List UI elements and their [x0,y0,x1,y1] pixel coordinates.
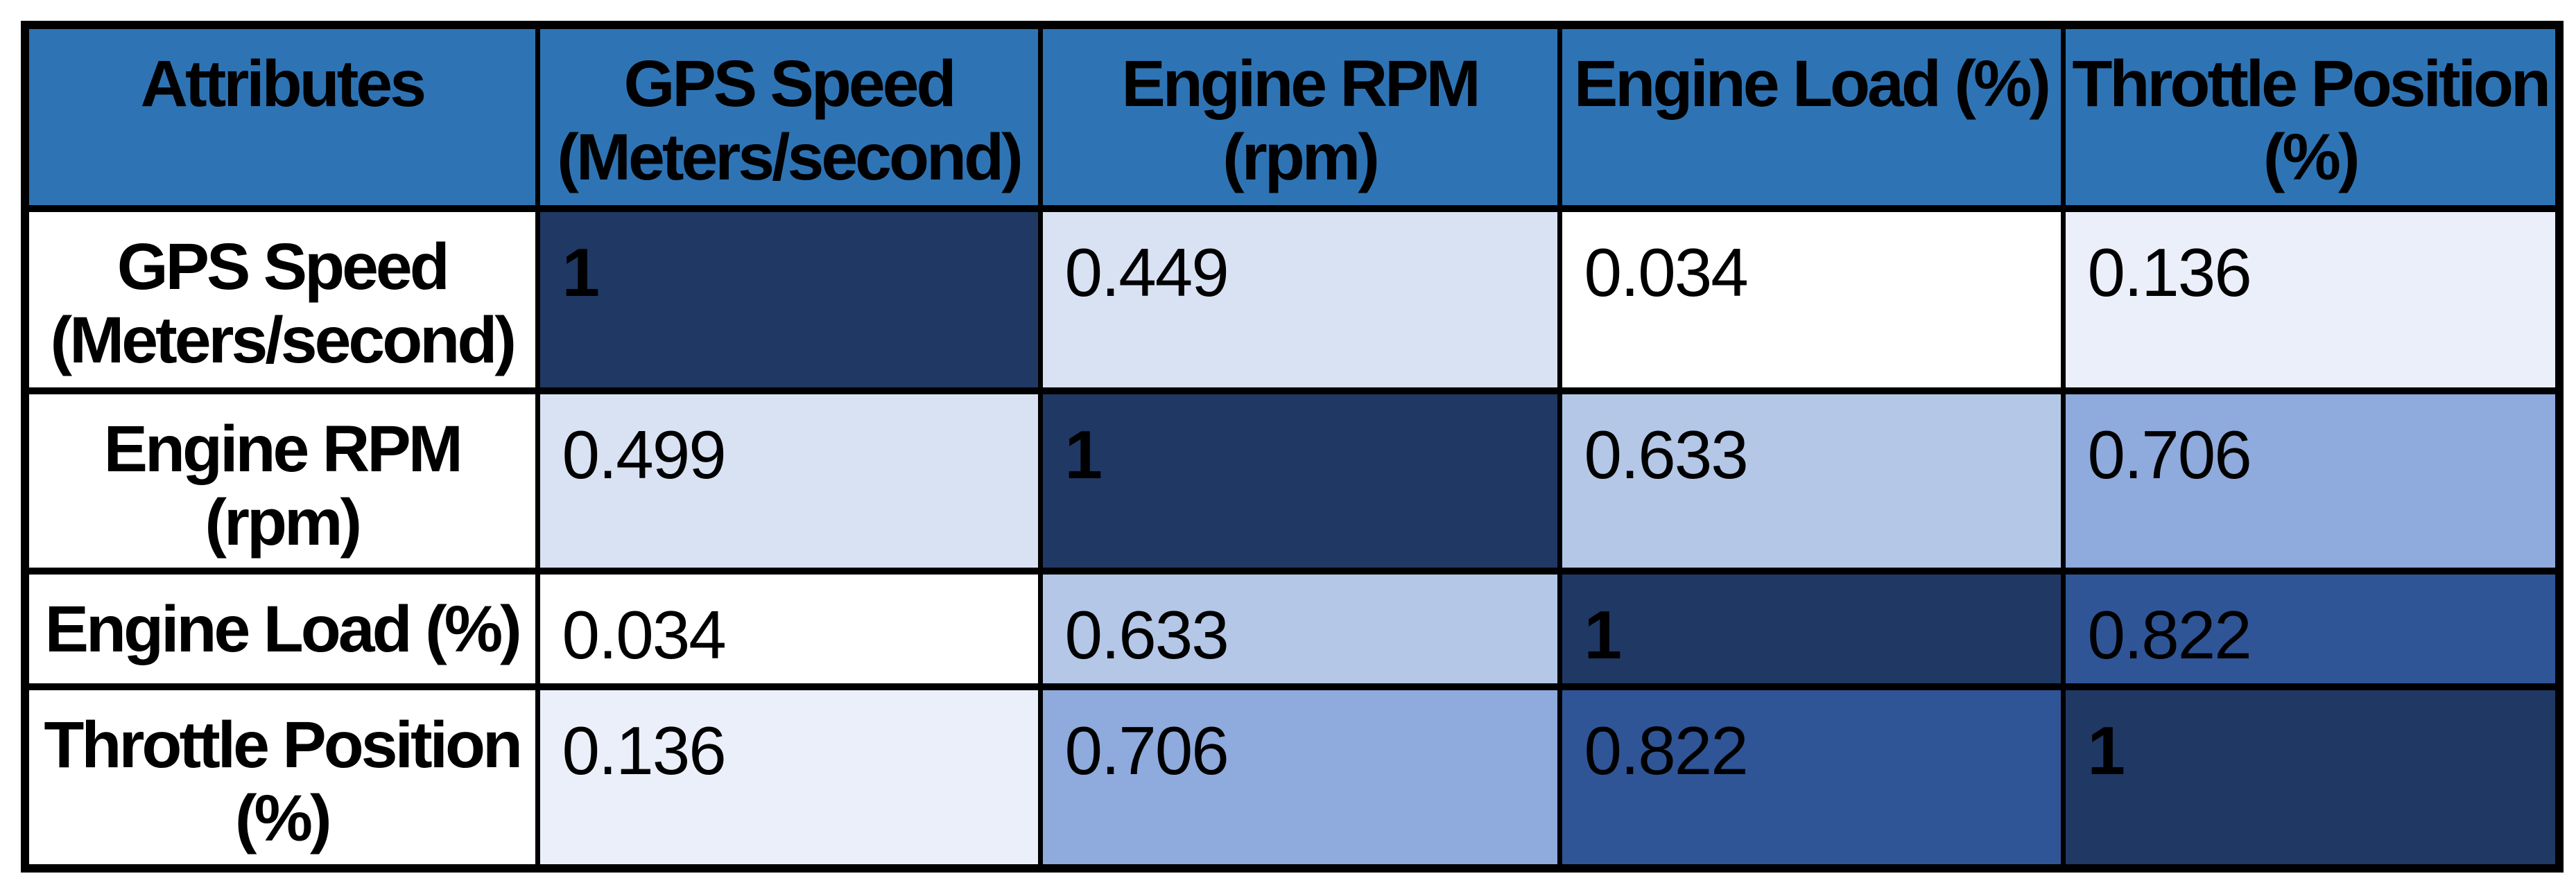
table-row-engine-load: Engine Load (%) 0.034 0.633 1 0.822 [22,568,2562,690]
row-label-throttle-position: Throttle Position (%) [22,683,540,872]
row-label-gps-speed: GPS Speed (Meters/second) [22,205,540,394]
table-row-gps-speed: GPS Speed (Meters/second) 1 0.449 0.034 … [22,205,2562,394]
value-cell-r3c2: 0.822 [1557,683,2066,872]
value-cell-r1c1: 1 [1037,387,1562,575]
value-cell-r1c2: 0.633 [1557,387,2066,575]
value-cell-r1c0: 0.499 [535,387,1043,575]
value-cell-r0c3: 0.136 [2060,205,2562,394]
value-cell-r0c2: 0.034 [1557,205,2066,394]
header-cell-gps-speed: GPS Speed (Meters/second) [535,21,1043,212]
header-cell-attributes: Attributes [22,21,540,212]
header-cell-engine-rpm: Engine RPM (rpm) [1037,21,1562,212]
table-row-throttle-position: Throttle Position (%) 0.136 0.706 0.822 … [22,683,2562,872]
value-cell-r1c3: 0.706 [2060,387,2562,575]
header-cell-throttle-position: Throttle Position (%) [2060,21,2562,212]
correlation-matrix-table: Attributes GPS Speed (Meters/second) Eng… [21,21,2564,873]
value-cell-r3c3: 1 [2060,683,2562,872]
value-cell-r3c1: 0.706 [1037,683,1562,872]
header-cell-engine-load: Engine Load (%) [1557,21,2066,212]
value-cell-r0c1: 0.449 [1037,205,1562,394]
row-label-engine-load: Engine Load (%) [22,568,540,690]
row-label-engine-rpm: Engine RPM (rpm) [22,387,540,575]
value-cell-r2c1: 0.633 [1037,568,1562,690]
header-row: Attributes GPS Speed (Meters/second) Eng… [22,21,2562,212]
value-cell-r2c0: 0.034 [535,568,1043,690]
value-cell-r2c2: 1 [1557,568,2066,690]
value-cell-r2c3: 0.822 [2060,568,2562,690]
value-cell-r0c0: 1 [535,205,1043,394]
table-row-engine-rpm: Engine RPM (rpm) 0.499 1 0.633 0.706 [22,387,2562,575]
value-cell-r3c0: 0.136 [535,683,1043,872]
